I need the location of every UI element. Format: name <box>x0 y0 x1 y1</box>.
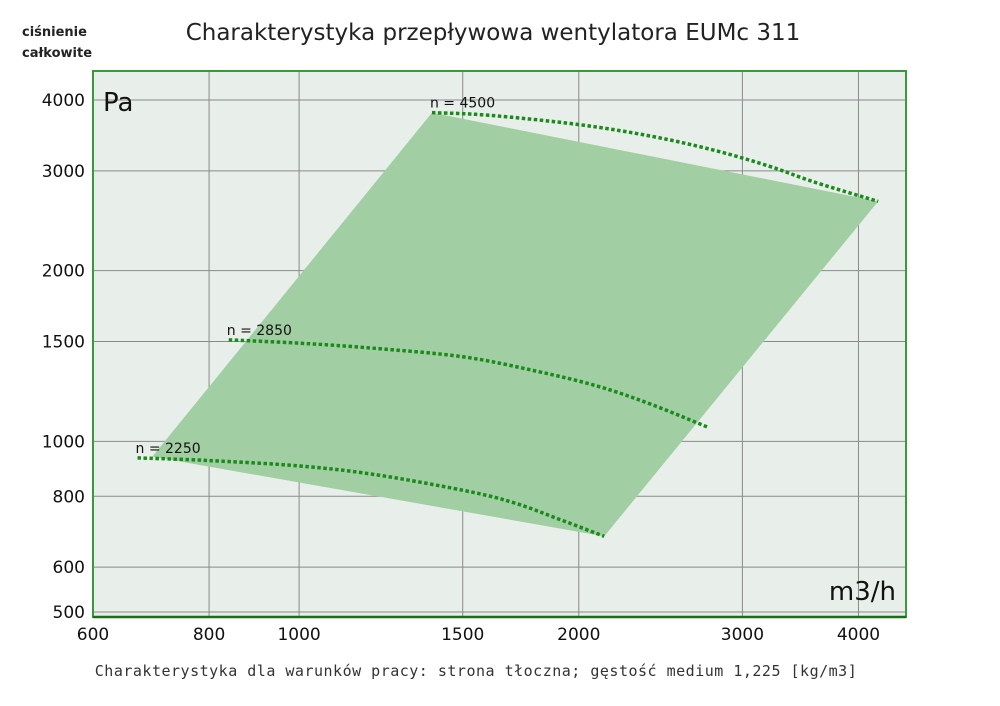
y-tick-label: 1500 <box>42 333 85 353</box>
rpm-curve-label: n = 2850 <box>227 323 292 339</box>
x-tick-label: 3000 <box>721 625 764 645</box>
y-tick-label: 600 <box>53 558 85 578</box>
x-unit-label: m3/h <box>829 577 896 607</box>
rpm-curve <box>228 338 708 429</box>
y-tick-label: 2000 <box>42 262 85 282</box>
x-tick-labels: 600 800 1000 1500 2000 3000 4000 <box>77 625 880 645</box>
rpm-curves: n = 4500 n = 2850 n = 2250 <box>136 96 879 538</box>
x-tick-label: 2000 <box>557 625 600 645</box>
y-tick-label: 3000 <box>42 162 85 182</box>
y-axis-label-line2: całkowite <box>22 46 92 61</box>
rpm-curve <box>431 110 879 204</box>
y-tick-label: 4000 <box>42 91 85 111</box>
y-tick-label: 800 <box>53 487 85 507</box>
y-tick-label: 500 <box>53 603 85 623</box>
x-tick-label: 600 <box>77 625 109 645</box>
x-tick-label: 4000 <box>837 625 880 645</box>
rpm-curve <box>137 456 605 538</box>
y-unit-label: Pa <box>103 88 133 118</box>
x-tick-label: 1500 <box>441 625 484 645</box>
chart-caption: Charakterystyka dla warunków pracy: stro… <box>95 662 857 680</box>
x-tick-label: 800 <box>193 625 225 645</box>
operating-area <box>152 112 879 537</box>
rpm-curve-label: n = 4500 <box>430 96 495 112</box>
x-tick-label: 1000 <box>277 625 320 645</box>
y-tick-labels: 500 600 800 1000 1500 2000 3000 4000 <box>42 91 85 623</box>
chart-title: Charakterystyka przepływowa wentylatora … <box>186 20 801 46</box>
y-tick-label: 1000 <box>42 432 85 452</box>
y-axis-label-line1: ciśnienie <box>22 25 87 40</box>
rpm-curve-label: n = 2250 <box>136 441 201 457</box>
